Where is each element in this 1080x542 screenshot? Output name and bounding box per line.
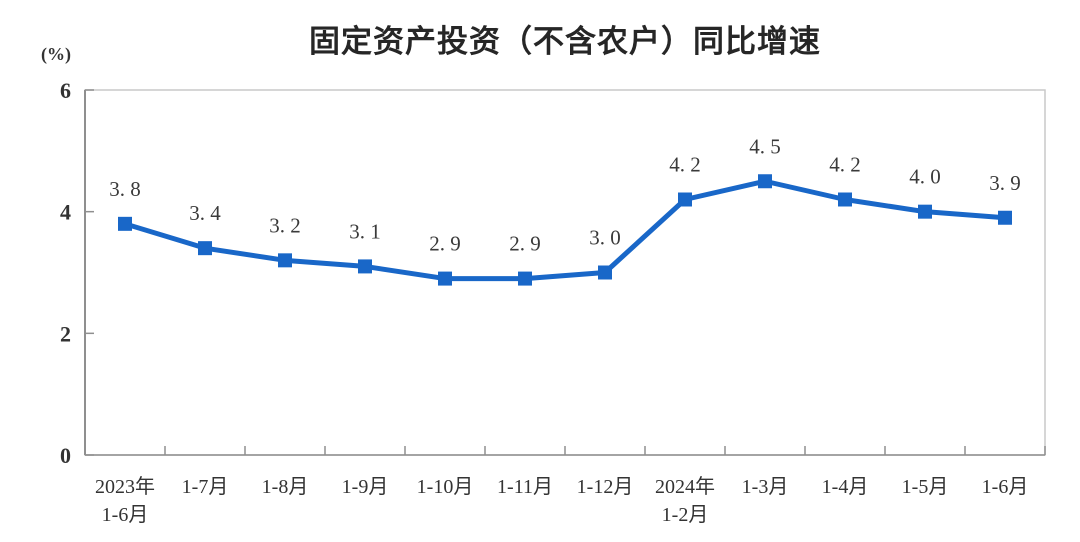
- data-point-label: 3. 2: [269, 213, 301, 237]
- data-point: [278, 253, 292, 268]
- data-point: [518, 271, 532, 286]
- data-point-label: 3. 9: [989, 171, 1021, 195]
- data-line: [122, 178, 1008, 282]
- x-tick-label: 1-4月: [822, 476, 869, 498]
- x-tick-label: 1-3月: [742, 476, 789, 498]
- y-tick-label: 6: [60, 78, 71, 103]
- chart-title: 固定资产投资（不含农户）同比增速: [309, 24, 821, 59]
- x-tick-label: 1-12月: [577, 476, 634, 498]
- x-tick-label: 1-6月: [982, 476, 1029, 498]
- data-point: [918, 204, 932, 219]
- y-tick-label: 2: [60, 321, 71, 346]
- data-point-label: 4. 0: [909, 165, 941, 189]
- data-point: [118, 216, 132, 231]
- y-axis-unit-label: (%): [41, 44, 71, 64]
- data-point-label: 4. 2: [829, 153, 861, 177]
- data-point-label: 3. 1: [349, 219, 381, 243]
- x-tick-label: 1-9月: [342, 476, 389, 498]
- data-point: [838, 192, 852, 207]
- data-point-label: 3. 0: [589, 226, 621, 250]
- data-point-label: 3. 8: [109, 177, 141, 201]
- y-tick-label: 4: [60, 200, 71, 225]
- data-point: [358, 259, 372, 274]
- data-point-label: 3. 4: [189, 201, 221, 225]
- x-tick-label: 1-11月: [497, 476, 553, 498]
- data-point-label: 2. 9: [509, 232, 541, 256]
- data-point: [678, 192, 692, 207]
- data-point-label: 2. 9: [429, 232, 461, 256]
- x-tick-label: 2024年 1-2月: [655, 475, 715, 526]
- data-point-label: 4. 5: [749, 134, 781, 158]
- data-point: [438, 271, 452, 286]
- data-point: [198, 241, 212, 256]
- x-tick-label: 1-10月: [417, 476, 474, 498]
- x-tick-label: 1-8月: [262, 476, 309, 498]
- plot-border: [84, 89, 1046, 456]
- data-point: [998, 210, 1012, 225]
- x-tick-label: 1-5月: [902, 476, 949, 498]
- data-point: [758, 174, 772, 189]
- x-tick-label: 1-7月: [182, 476, 229, 498]
- y-tick-label: 0: [60, 443, 71, 468]
- data-point: [598, 265, 612, 280]
- x-tick-label: 2023年 1-6月: [95, 475, 155, 526]
- data-point-label: 4. 2: [669, 153, 701, 177]
